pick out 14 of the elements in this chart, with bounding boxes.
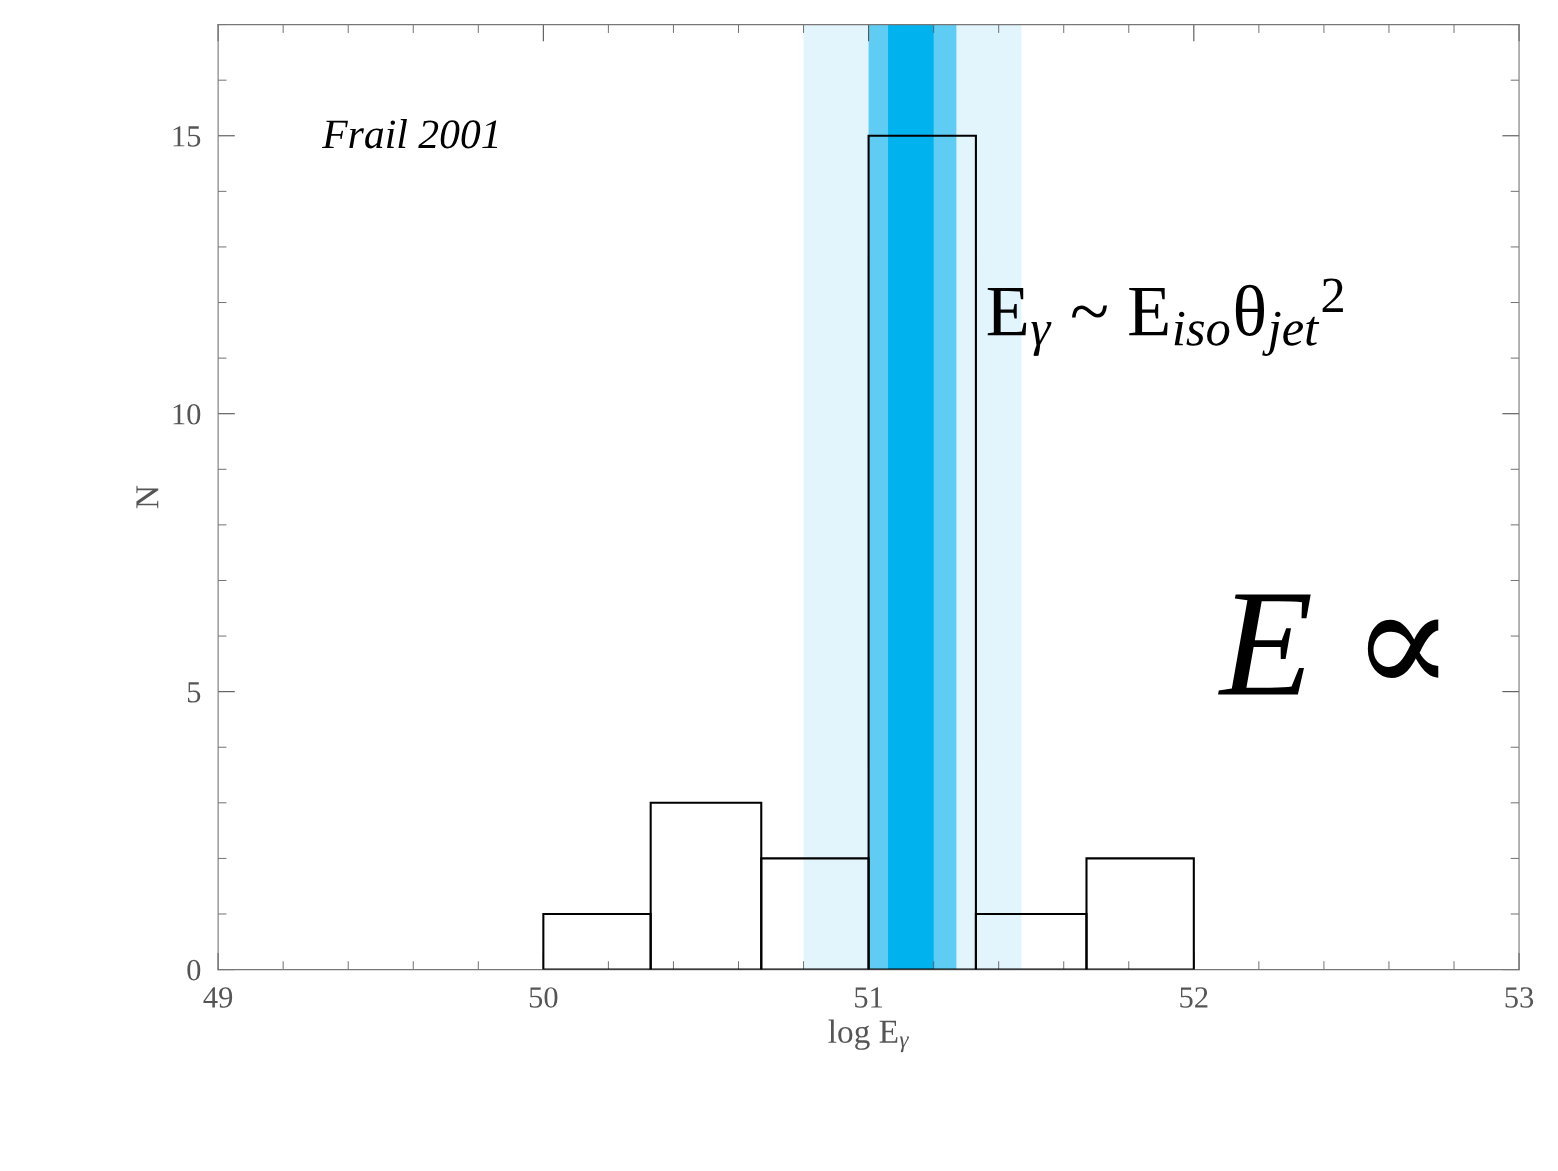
- x-tick-label: 50: [529, 987, 558, 1008]
- y-tick-label: 5: [187, 682, 201, 703]
- annotation: Frail 2001: [321, 119, 498, 149]
- x-axis-title: log E$_{γ}$: [828, 1019, 910, 1053]
- x-tick-label: 52: [1180, 987, 1208, 1008]
- annotation: E$_{γ}$ ~ E$_{iso}$θ$_{jet}$$^{2}$: [987, 278, 1343, 356]
- x-tick-label: 51: [855, 987, 883, 1008]
- y-tick-label: 10: [173, 403, 201, 425]
- x-tick-label: 53: [1505, 987, 1534, 1008]
- y-tick-label: 0: [187, 959, 201, 981]
- y-tick-label: 15: [173, 126, 201, 147]
- y-axis-title: N: [136, 485, 159, 509]
- x-tick-label: 49: [203, 987, 233, 1008]
- annotation: E ∝: [1218, 594, 1439, 695]
